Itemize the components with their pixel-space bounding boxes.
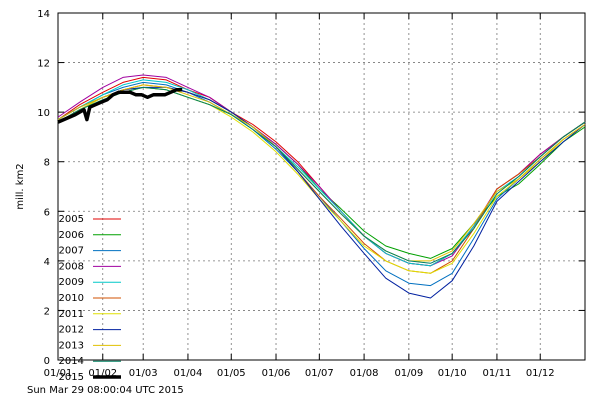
series-lines (57, 74, 586, 299)
x-tick-label: 01/12 (526, 368, 555, 379)
legend-label-2015: 2015 (59, 372, 84, 383)
timestamp: Sun Mar 29 08:00:04 UTC 2015 (27, 385, 184, 396)
y-tick-label: 10 (37, 108, 50, 119)
series-line-2014 (57, 86, 586, 264)
y-tick-label: 2 (44, 306, 50, 317)
legend-label-2007: 2007 (59, 246, 84, 257)
legend-label-2009: 2009 (59, 277, 84, 288)
series-line-2015 (57, 88, 183, 124)
series-line-2005 (57, 76, 586, 267)
series-line-2011 (57, 86, 586, 274)
series-line-2010 (57, 84, 586, 274)
x-tick-label: 01/02 (88, 368, 117, 379)
x-tick-label: 01/10 (438, 368, 467, 379)
y-tick-label: 0 (44, 356, 50, 367)
y-tick-label: 12 (37, 59, 50, 70)
legend: 2005 2006 2007 2008 2009 2010 2011 2012 2013 2014… (59, 214, 121, 383)
y-tick-label: 6 (44, 207, 50, 218)
x-tick-label: 01/08 (350, 368, 379, 379)
y-tick-label: 4 (44, 257, 50, 268)
x-tick-label: 01/05 (217, 368, 246, 379)
y-axis-label: mill. km2 (15, 163, 26, 209)
y-axis-ticks: 0 2 4 6 8 10 12 14 (37, 9, 585, 367)
legend-label-2006: 2006 (59, 230, 84, 241)
legend-label-2011: 2011 (59, 309, 84, 320)
series-line-2006 (57, 86, 586, 259)
series-line-2008 (57, 74, 586, 267)
legend-label-2008: 2008 (59, 261, 84, 272)
x-tick-label: 01/03 (129, 368, 158, 379)
legend-label-2013: 2013 (59, 340, 84, 351)
series-line-2009 (57, 79, 586, 267)
x-tick-label: 01/06 (262, 368, 291, 379)
legend-label-2010: 2010 (59, 293, 84, 304)
x-tick-label: 01/09 (394, 368, 423, 379)
x-tick-label: 01/04 (174, 368, 203, 379)
x-axis-ticks: 01/01 01/02 01/03 01/04 01/05 01/06 01/07 01/08… (44, 13, 555, 379)
legend-label-2005: 2005 (59, 214, 84, 225)
series-line-2013 (57, 84, 586, 262)
legend-label-2014: 2014 (59, 356, 84, 367)
y-tick-label: 8 (44, 158, 50, 169)
series-line-2007 (57, 81, 586, 287)
legend-label-2012: 2012 (59, 325, 84, 336)
y-tick-label: 14 (37, 9, 50, 20)
plot-frame (57, 12, 586, 361)
x-tick-label: 01/11 (483, 368, 512, 379)
series-line-2012 (57, 86, 586, 299)
x-tick-label: 01/07 (305, 368, 334, 379)
x-tick-label: 01/01 (44, 368, 73, 379)
